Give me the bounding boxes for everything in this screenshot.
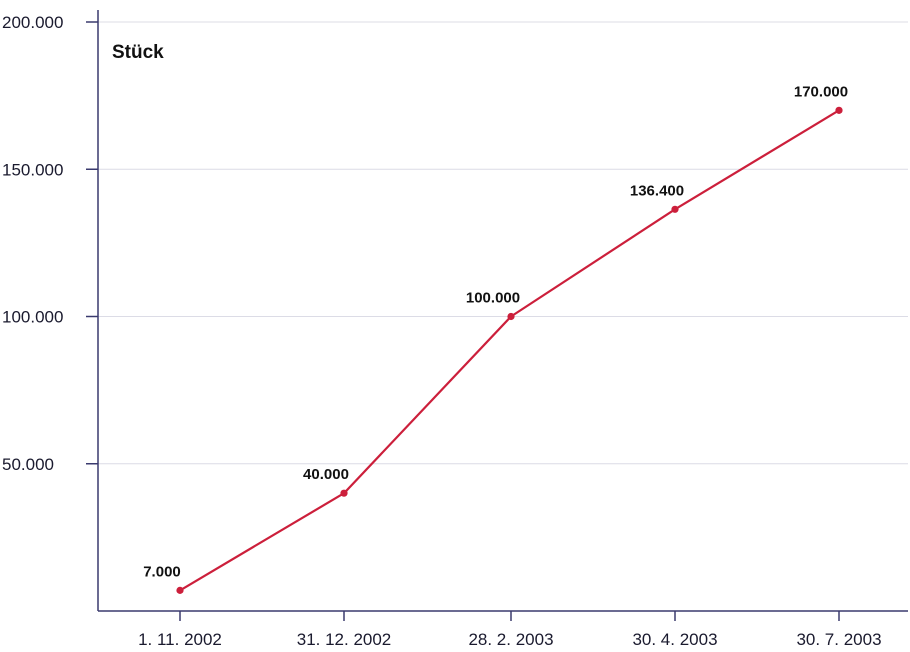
- data-point: [176, 586, 184, 594]
- y-unit-label: Stück: [112, 42, 164, 63]
- grid-lines: [98, 21, 908, 465]
- data-labels: 7.000 40.000 100.000 136.400 170.000: [143, 83, 848, 580]
- data-label: 100.000: [466, 290, 520, 307]
- data-label: 7.000: [143, 563, 181, 580]
- x-tick-label: 30. 4. 2003: [632, 630, 717, 649]
- series-line: [179, 109, 840, 592]
- x-tick-label: 30. 7. 2003: [796, 630, 881, 649]
- axes: 50.000 100.000 150.000 200.000 1. 11. 2002 31…: [2, 10, 908, 649]
- y-tick-label: 200.000: [2, 13, 63, 32]
- data-series: [176, 106, 843, 594]
- data-point: [340, 489, 348, 497]
- x-tick-label: 1. 11. 2002: [138, 630, 222, 649]
- y-tick-label: 150.000: [2, 160, 63, 179]
- y-tick-label: 100.000: [2, 308, 63, 327]
- y-tick-label: 50.000: [2, 455, 54, 474]
- data-point: [671, 205, 679, 213]
- x-tick-label: 31. 12. 2002: [297, 630, 392, 649]
- data-point: [507, 312, 515, 321]
- x-tick-label: 28. 2. 2003: [468, 630, 553, 649]
- data-point: [835, 106, 843, 114]
- data-label: 170.000: [794, 83, 848, 100]
- data-label: 40.000: [303, 466, 349, 483]
- data-label: 136.400: [630, 182, 684, 199]
